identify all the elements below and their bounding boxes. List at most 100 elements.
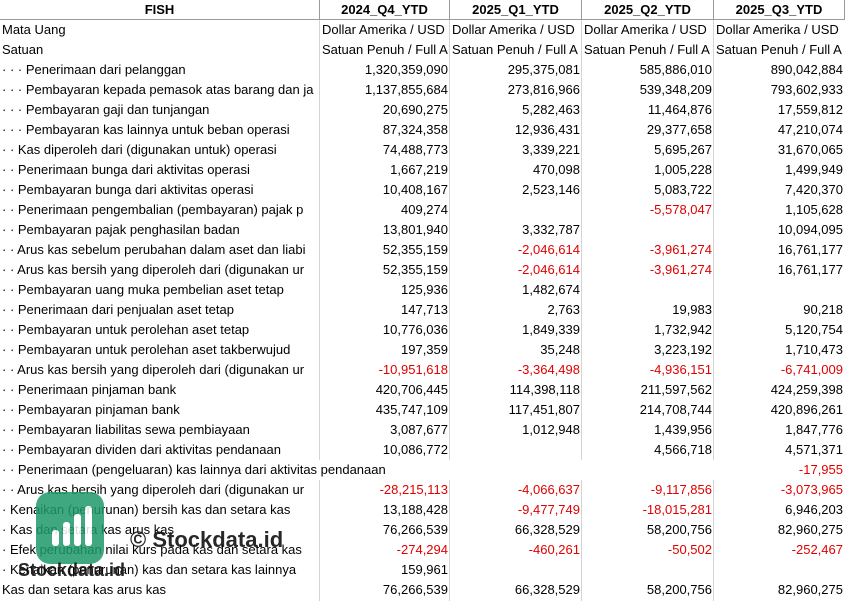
cell-value: -3,961,274	[649, 262, 712, 277]
row-label: · · Arus kas bersih yang diperoleh dari …	[2, 362, 305, 377]
cell-value: 5,695,267	[654, 142, 712, 157]
row-label: · · Pembayaran dividen dari aktivitas pe…	[2, 442, 281, 457]
cell-value: 3,339,221	[522, 142, 580, 157]
cell-value: -18,015,281	[642, 502, 712, 517]
row-label: · · Arus kas sebelum perubahan dalam ase…	[2, 242, 306, 257]
cell-value: 20,690,275	[382, 102, 448, 117]
cell-value: Dollar Amerika / USD	[322, 22, 445, 37]
row-label: · · Pembayaran liabilitas sewa pembiayaa…	[2, 422, 250, 437]
cell-value: 2,523,146	[522, 182, 580, 197]
cell-value: 585,886,010	[639, 62, 712, 77]
cell-value: 114,398,118	[509, 382, 580, 397]
column-header: 2025_Q1_YTD	[450, 0, 582, 20]
cell-value: 793,602,933	[770, 82, 843, 97]
row-label: · · Pembayaran uang muka pembelian aset …	[2, 282, 284, 297]
row-label: · · Penerimaan bunga dari aktivitas oper…	[2, 162, 250, 177]
cell-value: -17,955	[798, 462, 843, 477]
cell-value: 16,761,177	[777, 262, 843, 277]
cell-value: 6,946,203	[785, 502, 843, 517]
cell-value: 1,439,956	[654, 422, 712, 437]
cell-value: Dollar Amerika / USD	[452, 22, 575, 37]
cell-value: 10,408,167	[382, 182, 448, 197]
cell-value: 76,266,539	[382, 582, 448, 597]
row-label: · Kenaikan (penurunan) kas dan setara ka…	[2, 562, 297, 577]
column-line	[319, 0, 320, 601]
cell-value: -10,951,618	[378, 362, 448, 377]
watermark-logo-text: Stockdata.id	[18, 560, 126, 580]
cell-value: 159,961	[401, 562, 448, 577]
cell-value: 539,348,209	[639, 82, 712, 97]
cell-value: -50,502	[667, 542, 712, 557]
cell-value: 424,259,398	[770, 382, 843, 397]
cell-value: 66,328,529	[514, 522, 580, 537]
cell-value: 125,936	[401, 282, 448, 297]
cell-value: 1,667,219	[390, 162, 448, 177]
cell-value: Satuan Penuh / Full A	[716, 42, 842, 57]
row-label: · · Pembayaran pajak penghasilan badan	[2, 222, 240, 237]
cell-value: Satuan Penuh / Full A	[322, 42, 448, 57]
cell-value: 16,761,177	[777, 242, 843, 257]
cell-value: -252,467	[791, 542, 843, 557]
cell-value: 10,094,095	[777, 222, 843, 237]
cell-value: -9,477,749	[517, 502, 580, 517]
row-label: · · Pembayaran untuk perolehan aset takb…	[2, 342, 291, 357]
cell-value: 1,849,339	[522, 322, 580, 337]
row-label: Satuan	[2, 42, 44, 57]
cell-value: 147,713	[401, 302, 448, 317]
row-label: · · · Pembayaran kas lainnya untuk beban…	[2, 122, 290, 137]
cell-value: 117,451,807	[508, 402, 580, 417]
column-line	[713, 0, 714, 601]
cell-value: 1,499,949	[785, 162, 843, 177]
cell-value: -5,578,047	[649, 202, 712, 217]
cell-value: -2,046,614	[517, 242, 580, 257]
cell-value: 52,355,159	[382, 262, 448, 277]
cell-value: 409,274	[401, 202, 448, 217]
cell-value: 90,218	[803, 302, 843, 317]
cell-value: 4,566,718	[654, 442, 712, 457]
cell-value: 1,320,359,090	[364, 62, 448, 77]
row-label: Kas dan setara kas arus kas	[2, 582, 167, 597]
cell-value: 214,708,744	[639, 402, 712, 417]
cell-value: 17,559,812	[777, 102, 843, 117]
cell-value: 1,482,674	[522, 282, 580, 297]
row-label: · · Arus kas bersih yang diperoleh dari …	[2, 262, 305, 277]
cell-value: 4,571,371	[785, 442, 843, 457]
row-label: · · Penerimaan dari penjualan aset tetap	[2, 302, 234, 317]
cell-value: 11,464,876	[647, 102, 712, 117]
row-label: · · · Pembayaran gaji dan tunjangan	[2, 102, 210, 117]
cell-value: 1,732,942	[654, 322, 712, 337]
cell-value: 13,188,428	[382, 502, 448, 517]
row-label: · · Pembayaran untuk perolehan aset teta…	[2, 322, 250, 337]
cell-value: -4,066,637	[517, 482, 580, 497]
column-header: 2025_Q2_YTD	[582, 0, 714, 20]
column-line	[449, 0, 450, 601]
cell-value: 13,801,940	[382, 222, 448, 237]
cell-value: -6,741,009	[780, 362, 843, 377]
cell-value: 12,936,431	[514, 122, 580, 137]
cell-value: 3,332,787	[522, 222, 580, 237]
cell-value: 1,847,776	[785, 422, 843, 437]
column-header: FISH	[0, 0, 320, 20]
cell-value: 3,223,192	[654, 342, 712, 357]
cell-value: 74,488,773	[382, 142, 448, 157]
column-header: 2024_Q4_YTD	[320, 0, 450, 20]
cell-value: -3,364,498	[517, 362, 580, 377]
cell-value: 82,960,275	[777, 582, 843, 597]
cell-value: 420,706,445	[375, 382, 448, 397]
cell-value: 58,200,756	[646, 522, 712, 537]
cell-value: 5,083,722	[654, 182, 712, 197]
cell-value: -460,261	[528, 542, 580, 557]
watermark: © Stockdata.id	[130, 527, 284, 552]
cell-value: Satuan Penuh / Full A	[584, 42, 710, 57]
row-label: · · Pembayaran pinjaman bank	[2, 402, 180, 417]
cell-value: 76,266,539	[382, 522, 448, 537]
cell-value: 47,210,074	[777, 122, 843, 137]
cell-value: 211,597,562	[640, 382, 712, 397]
cell-value: -2,046,614	[517, 262, 580, 277]
row-label: · · Penerimaan pinjaman bank	[2, 382, 177, 397]
cell-value: 890,042,884	[770, 62, 843, 77]
cell-value: 1,012,948	[522, 422, 580, 437]
cell-value: -4,936,151	[649, 362, 712, 377]
cell-value: 52,355,159	[382, 242, 448, 257]
cell-value: Dollar Amerika / USD	[584, 22, 707, 37]
